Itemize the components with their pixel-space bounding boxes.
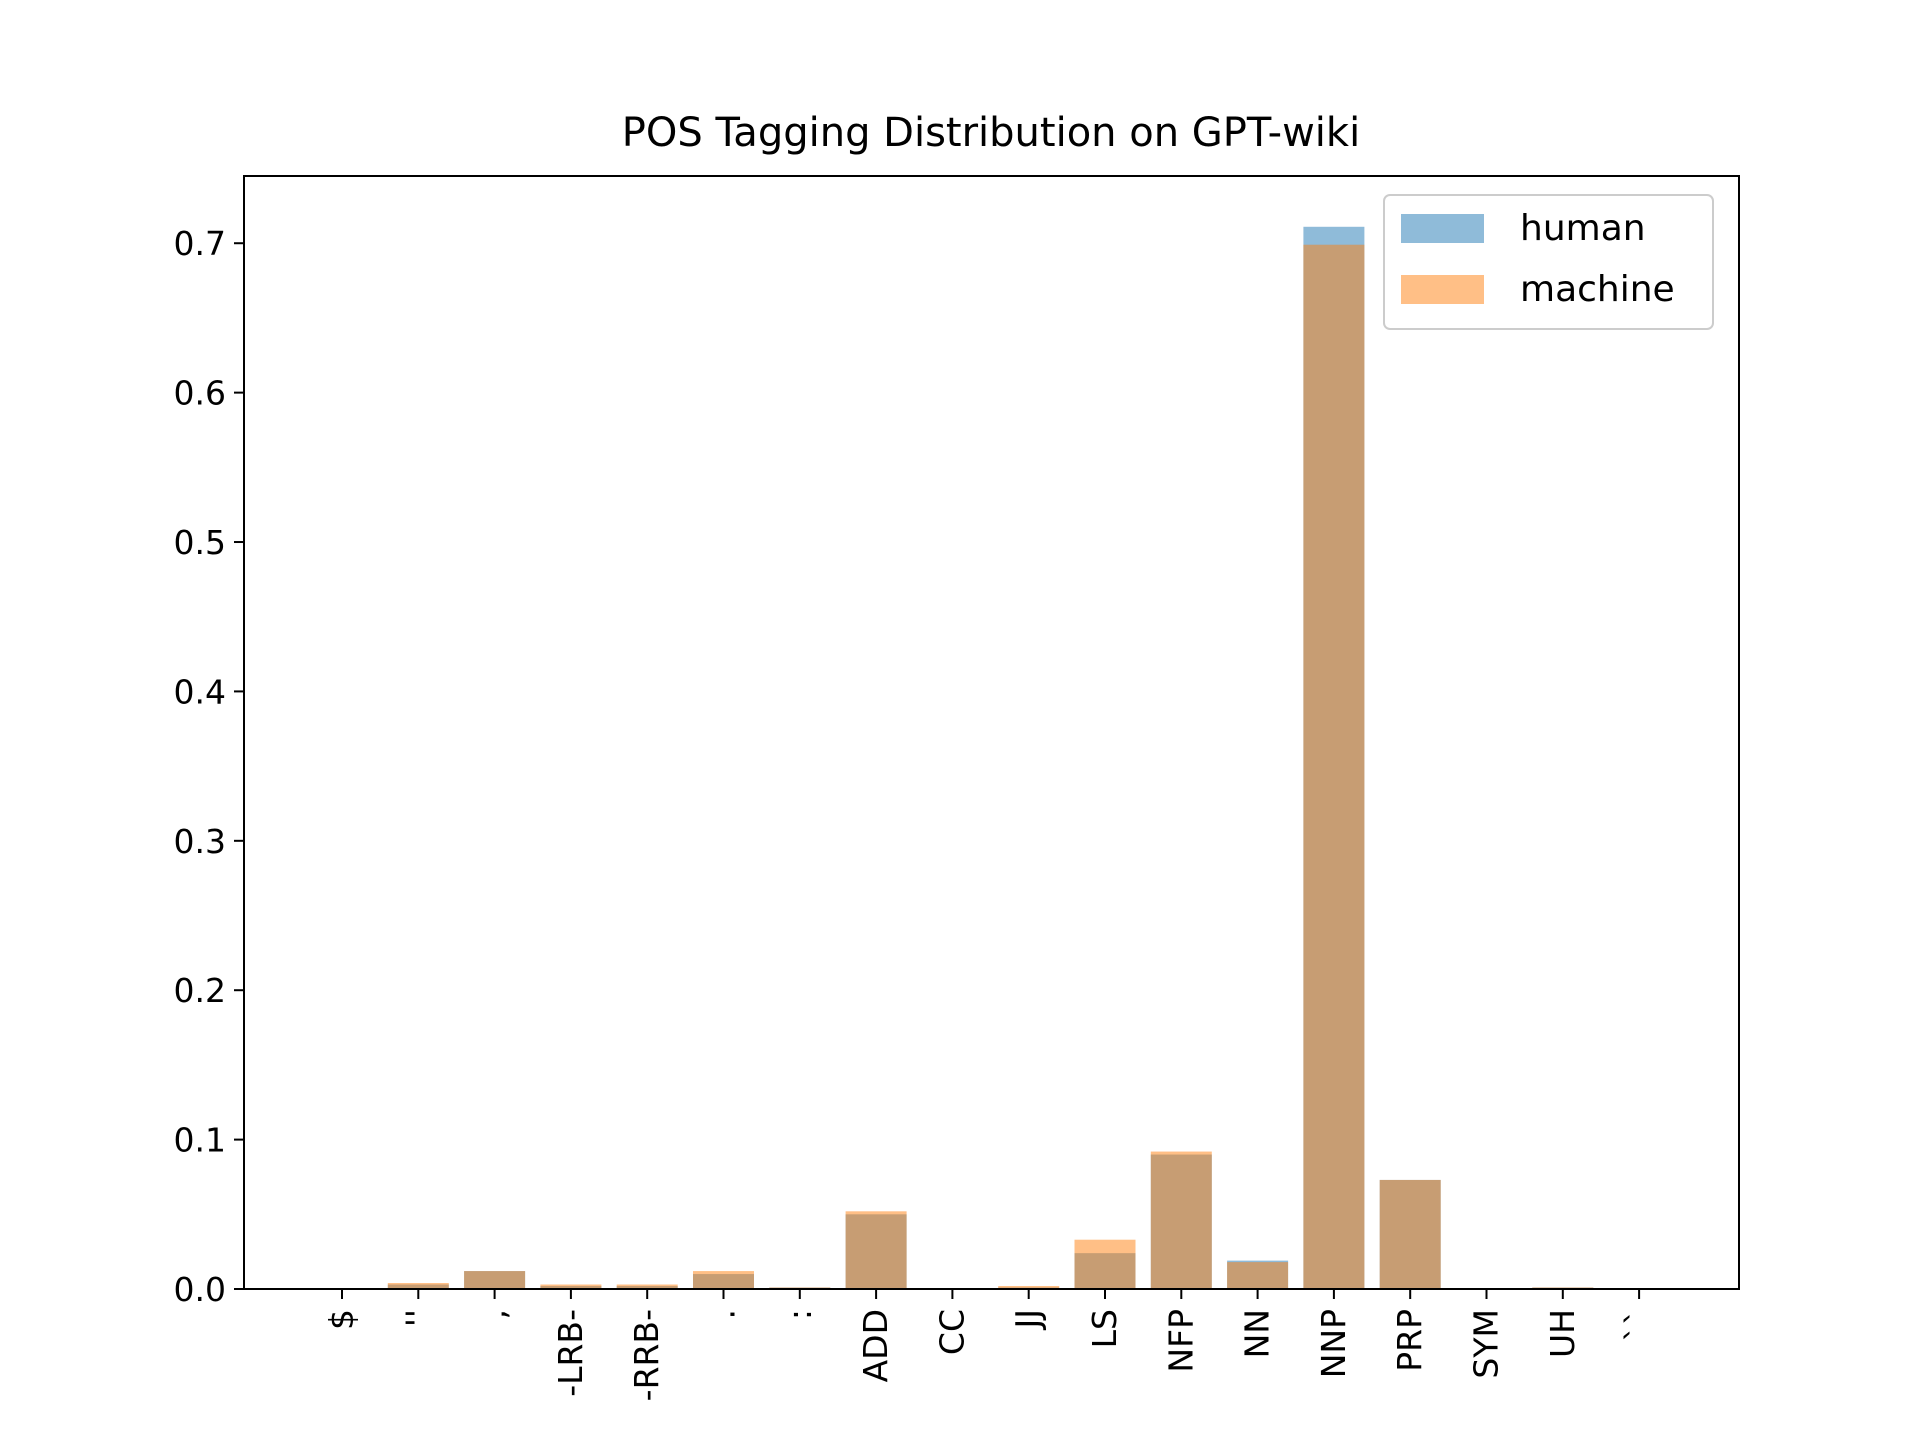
y-tick-label-5: 0.5 (174, 523, 226, 562)
x-tick-label-1: '' (398, 1309, 437, 1327)
legend-swatch-human (1401, 214, 1484, 243)
bar-machine-12 (1227, 1262, 1289, 1289)
bar-machine-1 (387, 1283, 449, 1289)
x-tick-label-12: NN (1238, 1309, 1277, 1358)
x-tick-label-13: NNP (1314, 1309, 1353, 1378)
y-tick-label-1: 0.1 (174, 1121, 226, 1160)
bar-machine-3 (540, 1284, 602, 1289)
x-tick-label-3: -LRB- (551, 1309, 590, 1397)
x-axis: $ '', -LRB- -RRB-.: ADD CC JJ LS NFP NN NNP PRP SYM U… (322, 1289, 1658, 1401)
x-tick-label-10: LS (1085, 1309, 1124, 1348)
y-tick-label-6: 0.6 (174, 374, 226, 413)
x-tick-label-14: PRP (1390, 1309, 1429, 1372)
bar-machine-14 (1379, 1179, 1441, 1289)
bar-machine-9 (998, 1286, 1060, 1289)
plot-frame (243, 175, 1740, 1290)
y-tick-label-7: 0.7 (174, 224, 226, 263)
x-tick-label-8: CC (932, 1309, 971, 1355)
y-tick-label-0: 0.0 (174, 1270, 226, 1309)
x-tick-label-4: -RRB- (627, 1309, 666, 1401)
y-tick-label-2: 0.2 (174, 971, 226, 1010)
legend: human machine (1383, 194, 1714, 330)
legend-label-human: human (1520, 208, 1646, 249)
x-tick-label-7: ADD (856, 1309, 895, 1382)
x-tick-label-11: NFP (1161, 1309, 1200, 1373)
y-tick-label-4: 0.4 (174, 672, 226, 711)
bar-machine-2 (464, 1271, 526, 1289)
bar-machine-7 (845, 1211, 907, 1289)
x-tick-label-0: $ (322, 1309, 361, 1330)
bar-machine-13 (1303, 244, 1365, 1290)
bar-machine-4 (616, 1284, 678, 1289)
x-tick-label-16: UH (1543, 1309, 1582, 1358)
bar-machine-5 (693, 1271, 754, 1289)
x-tick-label-5: . (704, 1309, 743, 1320)
x-tick-label-15: SYM (1467, 1309, 1506, 1379)
bar-machine-10 (1074, 1239, 1136, 1289)
y-tick-label-3: 0.3 (174, 822, 226, 861)
chart-title: POS Tagging Distribution on GPT-wiki (622, 110, 1360, 156)
bars-layer (387, 226, 1594, 1290)
bar-machine-11 (1150, 1151, 1212, 1289)
legend-swatch-machine (1401, 275, 1484, 304)
y-axis: 0.0 0.1 0.2 0.3 0.4 0.5 0.6 0.7 (174, 224, 244, 1309)
x-tick-label-2: , (475, 1309, 514, 1320)
x-tick-label-9: JJ (1009, 1309, 1048, 1330)
x-tick-label-17: `` (1619, 1309, 1658, 1342)
x-tick-label-6: : (780, 1309, 819, 1320)
legend-label-machine: machine (1520, 269, 1675, 310)
